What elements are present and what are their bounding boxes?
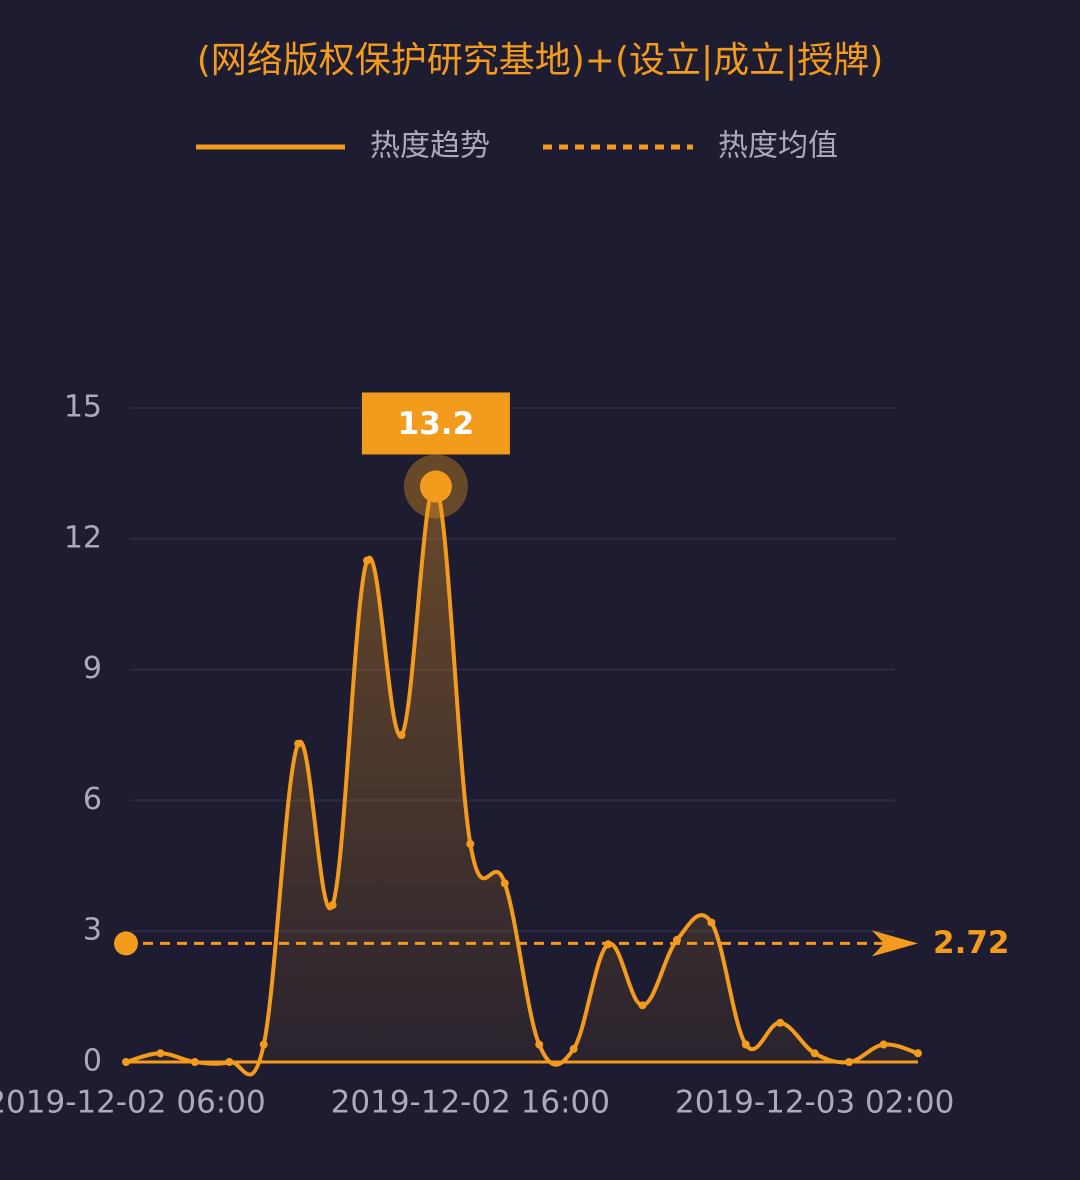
point <box>500 879 509 888</box>
y-tick-label: 9 <box>83 651 102 686</box>
chart-title: (网络版权保护研究基地)+(设立|成立|授牌) <box>197 40 884 81</box>
point <box>294 739 303 748</box>
point <box>776 1018 785 1027</box>
point <box>569 1044 578 1053</box>
peak-label: 13.2 <box>398 406 475 442</box>
y-tick-label: 12 <box>64 520 102 555</box>
y-tick-label: 0 <box>83 1044 102 1079</box>
point <box>225 1058 234 1066</box>
peak-label-box <box>361 392 510 455</box>
mean-arrow <box>872 930 918 957</box>
point <box>741 1040 750 1049</box>
legend-label: 热度均值 <box>718 129 838 164</box>
y-tick-label: 6 <box>83 782 102 817</box>
area <box>126 485 918 1075</box>
point <box>156 1049 165 1058</box>
line <box>125 483 919 1077</box>
point <box>190 1058 199 1066</box>
point <box>535 1040 544 1049</box>
peak-point <box>419 470 452 503</box>
point <box>466 840 475 848</box>
mean-dot <box>114 931 138 956</box>
point <box>397 731 406 739</box>
x-tick-label: 2019-12-03 02:00 <box>675 1085 954 1121</box>
point <box>363 556 372 565</box>
point <box>810 1049 819 1058</box>
x-tick-label: 2019-12-02 16:00 <box>331 1085 610 1121</box>
point <box>328 901 337 910</box>
y-tick-label: 3 <box>83 913 102 948</box>
mean-label: 2.72 <box>933 925 1010 961</box>
point <box>259 1040 268 1049</box>
point <box>638 1001 647 1010</box>
point <box>845 1058 854 1066</box>
point <box>122 1058 130 1066</box>
x-tick-label: 2019-12-02 06:00 <box>0 1085 266 1121</box>
point <box>879 1040 888 1049</box>
point <box>707 918 716 927</box>
y-tick-label: 15 <box>64 390 102 425</box>
legend-label: 热度趋势 <box>370 129 490 164</box>
point <box>914 1049 922 1058</box>
